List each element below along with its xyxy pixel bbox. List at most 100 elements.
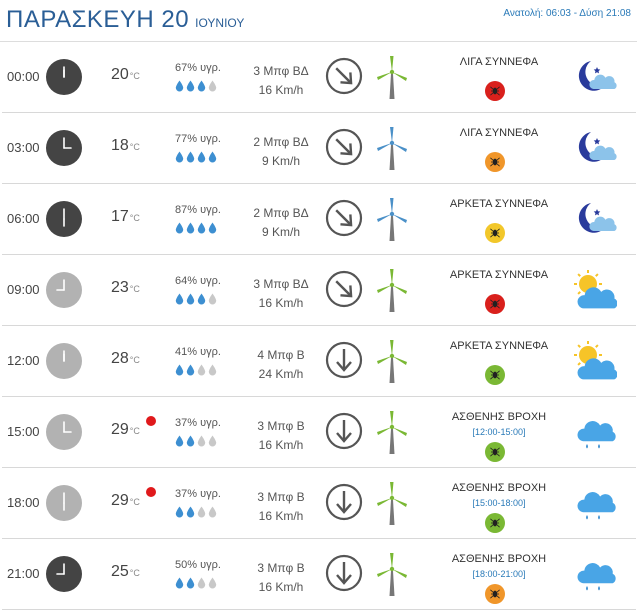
- forecast-row: 18:00 29°C 37% υγρ. 3 Μπφ Β 16 Km/h ΑΣΘΕΝΗΣ Β…: [2, 468, 636, 539]
- drop-icon: [186, 150, 195, 168]
- forecast-row: 00:00 20°C 67% υγρ. 3 Μπφ ΒΔ 16 Km/h ΛΙΓΑ ΣΥΝ…: [2, 42, 636, 113]
- condition-label: ΑΡΚΕΤΑ ΣΥΝΝΕΦΑ: [449, 198, 549, 210]
- temperature-value: 23: [111, 279, 129, 296]
- condition: ΑΡΚΕΤΑ ΣΥΝΝΕΦΑ: [434, 340, 564, 352]
- wind-info: 3 Μπφ ΒΔ 16 Km/h: [241, 62, 321, 100]
- humidity-drops: [175, 292, 217, 310]
- day-title: ΠΑΡΑΣΚΕΥΗ 20 ΙΟΥΝΙΟΥ: [6, 6, 244, 34]
- condition: ΑΣΘΕΝΗΣ ΒΡΟΧΗ [18:00-21:00]: [434, 553, 564, 579]
- time-label: 06:00: [7, 211, 40, 226]
- wind-direction-icon: [325, 483, 363, 526]
- condition-label: ΑΡΚΕΤΑ ΣΥΝΝΕΦΑ: [449, 269, 549, 281]
- condition: ΑΡΚΕΤΑ ΣΥΝΝΕΦΑ: [434, 269, 564, 281]
- hourly-forecast-list: 00:00 20°C 67% υγρ. 3 Μπφ ΒΔ 16 Km/h ΛΙΓΑ ΣΥΝ…: [2, 42, 636, 610]
- wind-speed: 16 Km/h: [258, 509, 304, 523]
- mosquito-index-icon: [485, 223, 505, 243]
- drop-icon: [197, 79, 206, 97]
- temperature-value: 25: [111, 563, 129, 580]
- temperature: 20°C: [111, 66, 140, 84]
- drop-icon: [186, 576, 195, 594]
- clock-icon: [46, 59, 82, 95]
- condition: ΑΡΚΕΤΑ ΣΥΝΝΕΦΑ: [434, 198, 564, 210]
- drop-icon: [197, 363, 206, 381]
- humidity-label: 41% υγρ.: [175, 346, 221, 358]
- condition-label: ΛΙΓΑ ΣΥΝΝΕΦΑ: [459, 56, 539, 68]
- wind-info: 3 Μπφ Β 16 Km/h: [241, 559, 321, 597]
- drop-icon: [197, 576, 206, 594]
- temperature: 28°C: [111, 350, 140, 368]
- moon-cloud-icon: [573, 55, 617, 104]
- forecast-row: 15:00 29°C 37% υγρ. 3 Μπφ Β 16 Km/h ΑΣΘΕΝΗΣ Β…: [2, 397, 636, 468]
- temperature: 18°C: [111, 137, 140, 155]
- clock-icon: [46, 272, 82, 308]
- rain-cloud-icon: [573, 552, 617, 601]
- drop-icon: [175, 576, 184, 594]
- drop-icon: [197, 434, 206, 452]
- temperature-value: 17: [111, 208, 129, 225]
- condition-label: ΑΣΘΕΝΗΣ ΒΡΟΧΗ: [451, 411, 547, 423]
- temperature-unit: °C: [129, 284, 140, 294]
- forecast-row: 12:00 28°C 41% υγρ. 4 Μπφ Β 24 Km/h ΑΡΚΕΤΑ ΣΥ…: [2, 326, 636, 397]
- wind-direction-icon: [325, 341, 363, 384]
- wind-turbine-icon: [375, 480, 409, 531]
- wind-direction-icon: [325, 199, 363, 242]
- drop-icon: [175, 79, 184, 97]
- drop-icon: [197, 221, 206, 239]
- drop-icon: [208, 221, 217, 239]
- drop-icon: [186, 79, 195, 97]
- temperature-unit: °C: [129, 568, 140, 578]
- condition-label: ΛΙΓΑ ΣΥΝΝΕΦΑ: [459, 127, 539, 139]
- wind-info: 3 Μπφ Β 16 Km/h: [241, 417, 321, 455]
- drop-icon: [175, 150, 184, 168]
- drop-icon: [186, 221, 195, 239]
- humidity-label: 87% υγρ.: [175, 204, 221, 216]
- sun-cloud-icon: [573, 339, 618, 388]
- wind-speed: 16 Km/h: [258, 83, 304, 97]
- clock-icon: [46, 485, 82, 521]
- temperature: 29°C: [111, 492, 140, 510]
- temperature-value: 20: [111, 66, 129, 83]
- rain-period: [15:00-18:00]: [472, 498, 526, 508]
- month-label: ΙΟΥΝΙΟΥ: [195, 16, 245, 30]
- humidity-drops: [175, 505, 217, 523]
- wind-direction-icon: [325, 412, 363, 455]
- drop-icon: [175, 292, 184, 310]
- humidity-label: 64% υγρ.: [175, 275, 221, 287]
- humidity-label: 50% υγρ.: [175, 559, 221, 571]
- wind-turbine-icon: [375, 551, 409, 602]
- time-label: 12:00: [7, 353, 40, 368]
- drop-icon: [208, 434, 217, 452]
- drop-icon: [208, 505, 217, 523]
- humidity-drops: [175, 363, 217, 381]
- wind-speed: 16 Km/h: [258, 580, 304, 594]
- wind-speed: 9 Km/h: [261, 225, 300, 239]
- temperature-unit: °C: [129, 497, 140, 507]
- drop-icon: [186, 292, 195, 310]
- forecast-row: 09:00 23°C 64% υγρ. 3 Μπφ ΒΔ 16 Km/h ΑΡΚΕΤΑ Σ…: [2, 255, 636, 326]
- wind-beaufort: 2 Μπφ ΒΔ: [253, 206, 309, 220]
- drop-icon: [208, 576, 217, 594]
- forecast-header: ΠΑΡΑΣΚΕΥΗ 20 ΙΟΥΝΙΟΥ Ανατολή: 06:03 - Δύσ…: [0, 0, 637, 42]
- wind-beaufort: 3 Μπφ ΒΔ: [253, 277, 309, 291]
- wind-beaufort: 2 Μπφ ΒΔ: [253, 135, 309, 149]
- forecast-row: 03:00 18°C 77% υγρ. 2 Μπφ ΒΔ 9 Km/h ΛΙΓΑ ΣΥΝΝ…: [2, 113, 636, 184]
- mosquito-index-icon: [485, 513, 505, 533]
- drop-icon: [208, 363, 217, 381]
- humidity-drops: [175, 79, 217, 97]
- mosquito-index-icon: [485, 81, 505, 101]
- clock-icon: [46, 130, 82, 166]
- humidity-label: 37% υγρ.: [175, 488, 221, 500]
- temperature-value: 28: [111, 350, 129, 367]
- wind-speed: 16 Km/h: [258, 296, 304, 310]
- condition: ΑΣΘΕΝΗΣ ΒΡΟΧΗ [15:00-18:00]: [434, 482, 564, 508]
- mosquito-index-icon: [485, 442, 505, 462]
- mosquito-index-icon: [485, 152, 505, 172]
- drop-icon: [186, 434, 195, 452]
- temperature: 23°C: [111, 279, 140, 297]
- sunrise-sunset: Ανατολή: 06:03 - Δύση 21:08: [503, 8, 631, 19]
- wind-info: 3 Μπφ ΒΔ 16 Km/h: [241, 275, 321, 313]
- mosquito-index-icon: [485, 294, 505, 314]
- drop-icon: [186, 505, 195, 523]
- rain-alert-dot: [146, 416, 156, 426]
- drop-icon: [175, 434, 184, 452]
